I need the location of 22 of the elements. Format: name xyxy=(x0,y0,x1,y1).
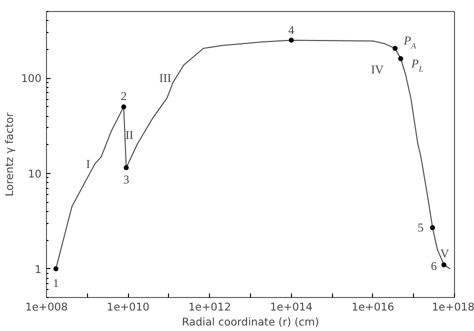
x-tick-label: 1e+018 xyxy=(432,300,474,314)
annotation: 3 xyxy=(123,172,130,187)
x-axis-title: Radial coordinate (r) (cm) xyxy=(182,316,320,328)
x-tick-label: 1e+014 xyxy=(270,300,313,314)
annotation: 2 xyxy=(120,88,127,103)
annotation: III xyxy=(159,71,172,86)
y-tick-label: 100 xyxy=(21,72,42,86)
annotation: V xyxy=(440,246,450,260)
annotation: 5 xyxy=(418,220,424,235)
x-tick-label: 1e+012 xyxy=(188,300,232,314)
y-tick-label: 10 xyxy=(28,167,42,180)
annotation: II xyxy=(125,128,134,142)
annotation: 6 xyxy=(430,258,437,273)
annotation: IV xyxy=(371,62,384,76)
annotation: 4 xyxy=(288,23,294,38)
y-tick-label: 1 xyxy=(34,262,42,276)
x-tick-label: 1e+008 xyxy=(25,300,68,314)
x-tick-label: 1e+016 xyxy=(352,300,394,314)
x-tick-label: 1e+010 xyxy=(106,300,150,314)
annotation: 1 xyxy=(52,276,59,290)
annotation: I xyxy=(86,157,90,172)
y-axis-title: Lorentz γ factor xyxy=(3,112,16,196)
